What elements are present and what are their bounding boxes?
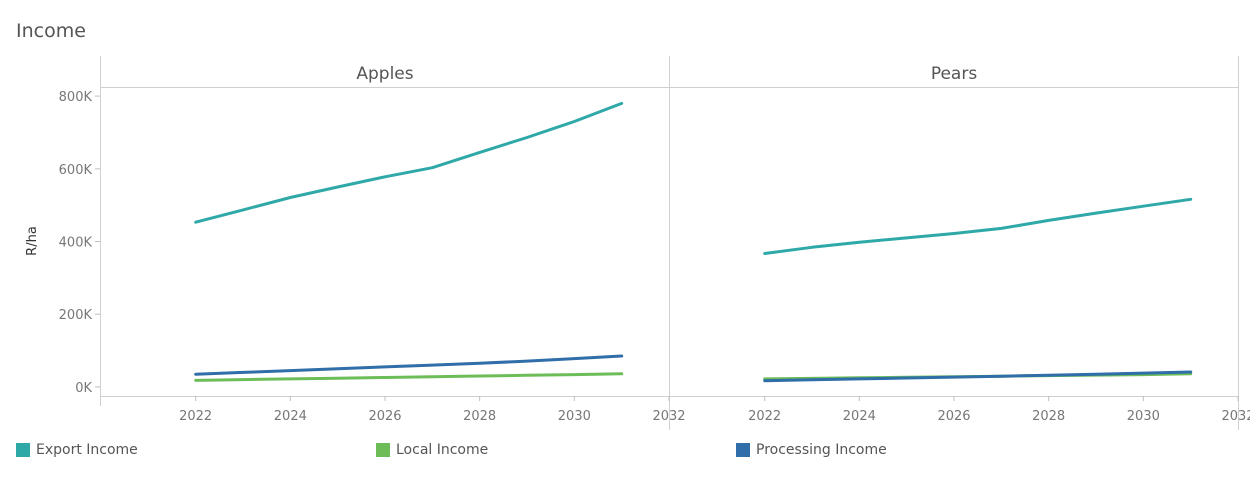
x-tick-label-0-0: 2022 (179, 409, 212, 424)
x-tick-label-1-1: 2024 (843, 409, 876, 424)
x-tick-label-0-1: 2024 (274, 409, 307, 424)
series-line-pears-export-income (763, 197, 1193, 255)
x-tick-label-0-3: 2028 (463, 409, 496, 424)
y-tick-label-4: 800K (59, 90, 93, 105)
x-tick-label-1-2: 2026 (937, 409, 970, 424)
legend-swatch-processing (736, 443, 750, 457)
y-axis-label: R/ha (25, 226, 40, 256)
series-line-apples-processing-income (194, 354, 624, 376)
legend-label-export: Export Income (36, 442, 138, 458)
x-tick-label-0-4: 2030 (558, 409, 591, 424)
income-chart: R/ha 0K 200K 400K 600K 800K Apples 2022 2024 2026… (25, 56, 1250, 430)
y-tick-label-3: 600K (59, 163, 93, 178)
x-tick-label-1-3: 2028 (1032, 409, 1065, 424)
y-tick-label-0: 0K (75, 381, 92, 396)
legend-swatch-local (376, 443, 390, 457)
y-tick-label-2: 400K (59, 236, 93, 251)
legend-label-processing: Processing Income (756, 442, 887, 458)
legend-item-processing[interactable]: Processing Income (736, 442, 887, 458)
x-tick-label-0-2: 2026 (368, 409, 401, 424)
x-tick-label-1-5: 2032 (1221, 409, 1250, 424)
x-tick-label-1-0: 2022 (748, 409, 781, 424)
legend: Export Income Local Income Processing In… (0, 442, 1250, 462)
x-tick-label-1-4: 2030 (1127, 409, 1160, 424)
legend-swatch-export (16, 443, 30, 457)
legend-label-local: Local Income (396, 442, 489, 458)
series-line-pears-processing-income (763, 370, 1193, 383)
y-tick-label-1: 200K (59, 308, 93, 323)
panel-title-pears: Pears (931, 64, 978, 84)
series-line-apples-local-income (194, 372, 624, 382)
panel-title-apples: Apples (356, 64, 413, 84)
legend-item-local[interactable]: Local Income (376, 442, 488, 458)
chart-title: Income (16, 20, 86, 42)
series-line-apples-export-income (194, 101, 624, 224)
legend-item-export[interactable]: Export Income (16, 442, 138, 458)
x-tick-label-0-5: 2032 (652, 409, 685, 424)
